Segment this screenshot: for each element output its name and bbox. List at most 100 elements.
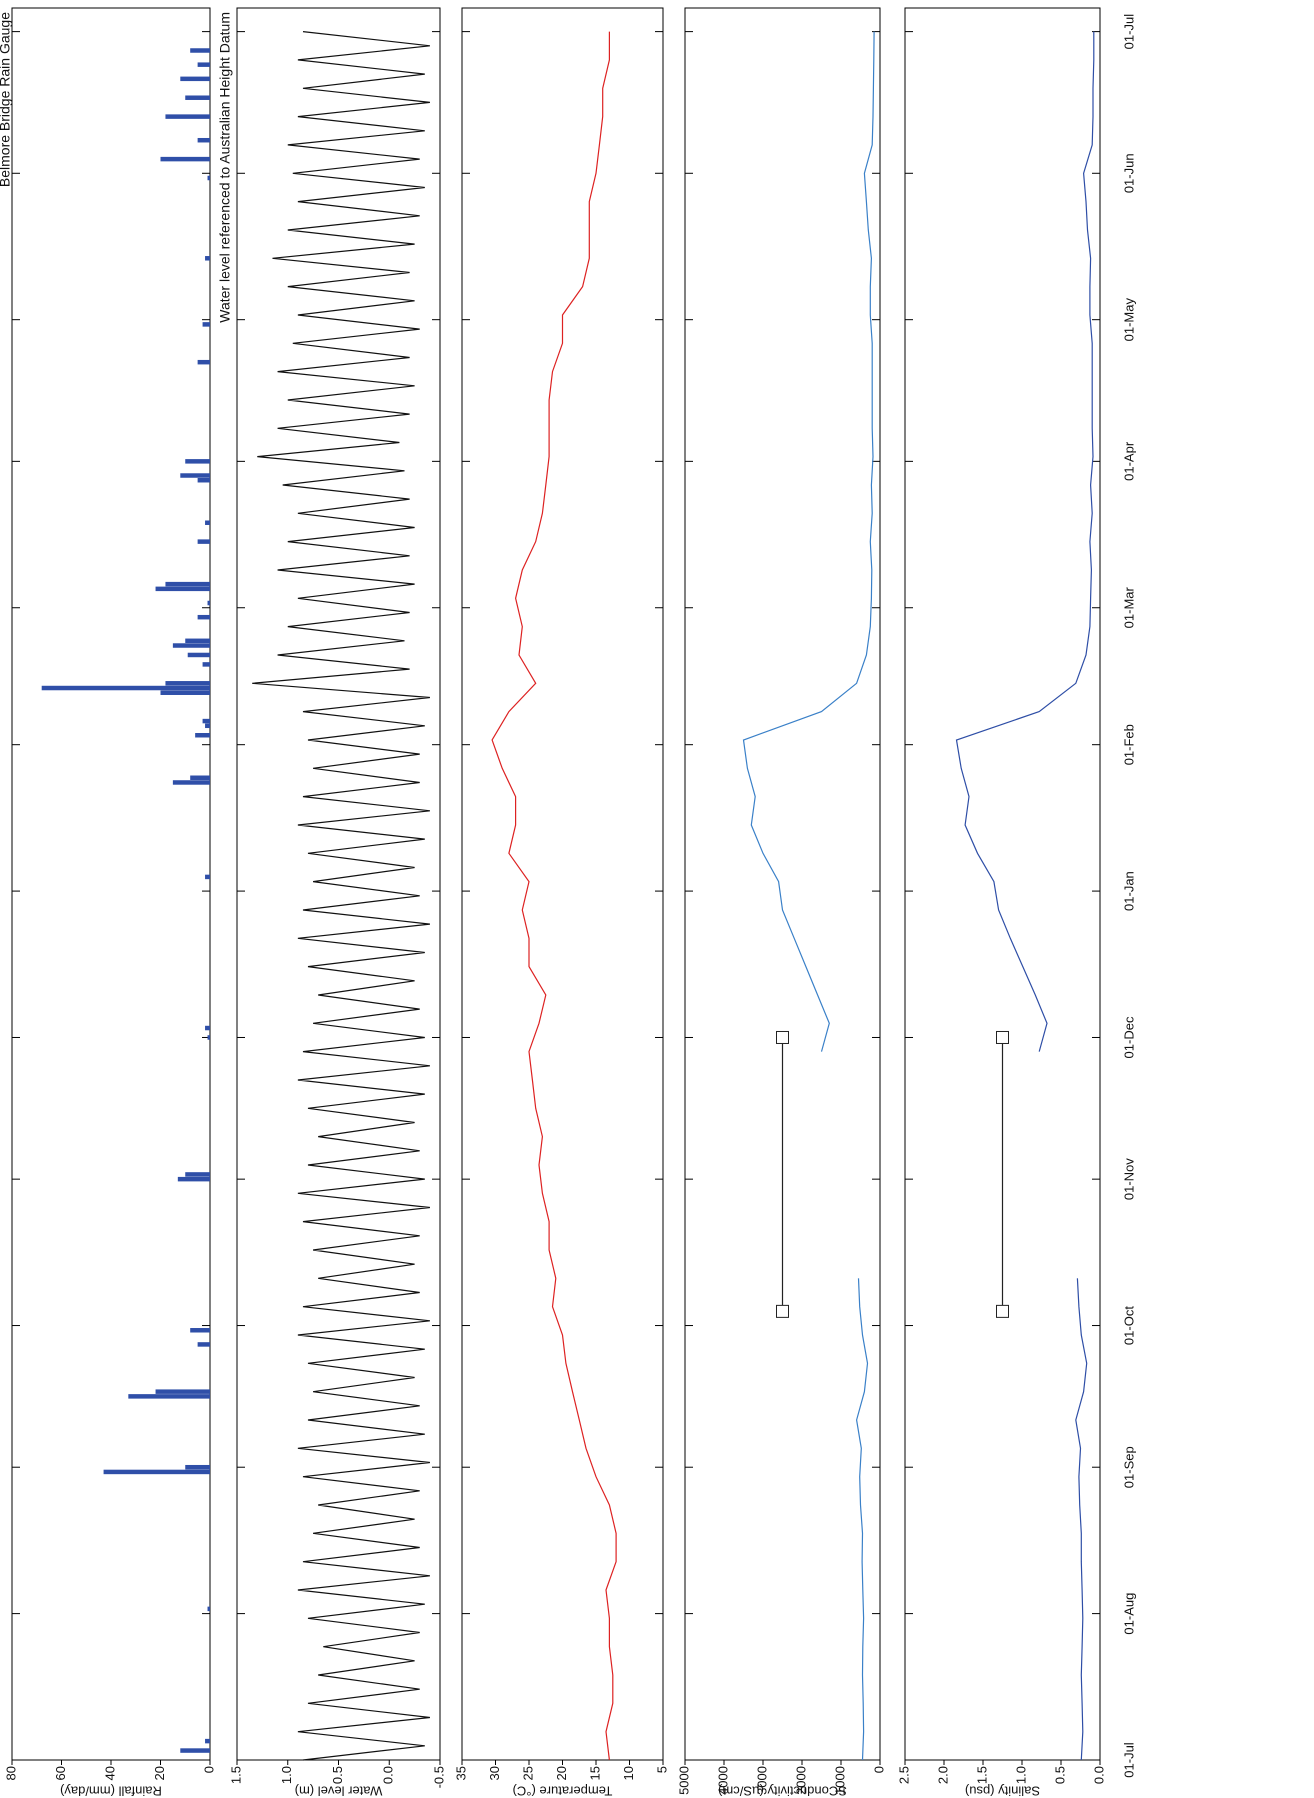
x-tick-label: 01-Aug <box>1121 1593 1136 1635</box>
panel-frame <box>904 7 1101 1761</box>
y-tick-label: 60 <box>53 1766 68 1780</box>
bar <box>165 114 210 119</box>
bar <box>197 477 210 483</box>
y-tick-label: 20 <box>152 1766 167 1780</box>
x-tick-label: 01-Mar <box>1121 586 1136 628</box>
x-tick-label: 01-Jun <box>1121 153 1136 193</box>
bar <box>165 581 210 587</box>
bar <box>185 638 210 644</box>
bar <box>180 1748 211 1753</box>
y-tick-label: 5 <box>654 1766 669 1773</box>
y-tick-label: 3000 <box>754 1766 769 1795</box>
y-tick-label: 10 <box>621 1766 636 1780</box>
bar <box>190 1328 210 1333</box>
bar <box>187 652 211 658</box>
x-tick-label: 01-May <box>1121 298 1136 342</box>
bar <box>205 723 211 729</box>
bar <box>185 95 210 100</box>
bar <box>197 539 210 544</box>
bar <box>155 586 211 592</box>
y-tick-label: 20 <box>554 1766 569 1780</box>
bar <box>197 359 210 365</box>
panel-frame <box>684 7 881 1761</box>
x-tick-label: 01-Jan <box>1121 871 1136 911</box>
bar <box>205 520 211 525</box>
bar <box>160 690 210 695</box>
marker <box>996 1304 1009 1318</box>
bar <box>190 48 210 53</box>
bar <box>205 874 211 880</box>
y-tick-label: 4000 <box>715 1766 730 1795</box>
x-tick-label: 01-Nov <box>1121 1158 1136 1200</box>
y-tick-label: -0.5 <box>431 1766 446 1788</box>
y-axis-title: Temperature (°C) <box>513 1784 613 1798</box>
x-tick-label: 01-Apr <box>1121 441 1136 481</box>
bar <box>207 1035 210 1040</box>
y-tick-label: 2000 <box>793 1766 808 1795</box>
y-tick-label: 0 <box>201 1766 216 1773</box>
y-tick-label: 2.5 <box>896 1766 911 1784</box>
y-axis-title: SConductivity (µS/cm) <box>718 1784 847 1798</box>
y-tick-label: 0 <box>871 1766 886 1773</box>
series-line <box>742 31 875 1052</box>
y-tick-label: 80 <box>3 1766 18 1780</box>
series-line <box>1075 1278 1088 1761</box>
marker <box>776 1030 789 1044</box>
bar <box>207 600 210 606</box>
y-tick-label: 1.5 <box>974 1766 989 1784</box>
bar <box>207 1606 210 1612</box>
y-tick-label: 1000 <box>832 1766 847 1795</box>
bar <box>180 76 211 82</box>
y-tick-label: 5000 <box>676 1766 691 1795</box>
series-line <box>252 31 430 1761</box>
y-tick-label: 30 <box>487 1766 502 1780</box>
annotation: Water level referenced to Australian Hei… <box>217 12 233 323</box>
x-tick-label: 01-Jul <box>1121 14 1136 50</box>
y-tick-label: 15 <box>587 1766 602 1780</box>
bar <box>160 156 210 162</box>
bar <box>205 256 211 261</box>
y-tick-label: 40 <box>102 1766 117 1780</box>
bar <box>202 662 210 667</box>
bar <box>205 1738 211 1744</box>
y-tick-label: 0.0 <box>1091 1766 1106 1784</box>
bar <box>195 733 210 738</box>
y-tick-label: 0.5 <box>330 1766 345 1784</box>
bar <box>128 1394 210 1399</box>
y-tick-label: 1.0 <box>1013 1766 1028 1784</box>
y-tick-label: 0.5 <box>1052 1766 1067 1784</box>
bar <box>185 1464 210 1470</box>
bar <box>185 459 210 464</box>
x-tick-label: 01-Jul <box>1121 1742 1136 1778</box>
x-tick-label: 01-Sep <box>1121 1446 1136 1488</box>
y-tick-label: 25 <box>520 1766 535 1780</box>
bar <box>207 175 210 181</box>
bar <box>172 643 210 648</box>
y-axis-title: Water level (m) <box>295 1784 383 1798</box>
bar <box>172 780 210 785</box>
x-tick-label: 01-Feb <box>1121 724 1136 765</box>
bar <box>180 473 211 478</box>
y-tick-label: 35 <box>453 1766 468 1780</box>
y-axis-title: Rainfall (mm/day) <box>60 1784 162 1798</box>
series-line <box>855 1278 869 1761</box>
marker <box>996 1030 1009 1044</box>
panel-frame <box>11 7 211 1761</box>
bar <box>185 1172 210 1177</box>
bar <box>197 1342 210 1347</box>
bar <box>177 1176 210 1182</box>
bar <box>202 322 210 327</box>
bar <box>202 718 210 724</box>
bar <box>197 614 210 620</box>
marker <box>776 1304 789 1318</box>
bar <box>155 1389 211 1394</box>
y-axis-title: Salinity (psu) <box>965 1784 1040 1798</box>
x-tick-label: 01-Oct <box>1121 1306 1136 1345</box>
y-tick-label: 1.5 <box>228 1766 243 1784</box>
annotation: Belmore Bridge Rain Gauge <box>0 12 13 187</box>
y-tick-label: 2.0 <box>935 1766 950 1784</box>
x-tick-label: 01-Dec <box>1121 1016 1136 1058</box>
panel-frame <box>461 7 664 1761</box>
